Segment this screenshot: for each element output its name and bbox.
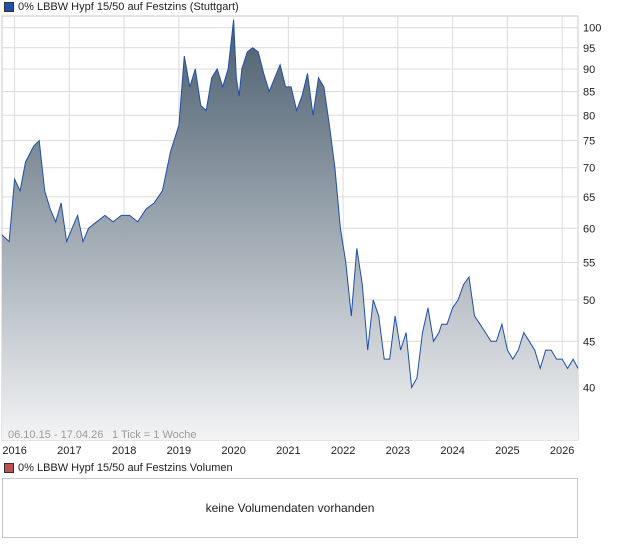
y-tick-label: 65 — [583, 192, 595, 204]
series-line — [1, 19, 579, 390]
y-tick-label: 95 — [583, 43, 595, 55]
x-tick-label: 2018 — [112, 445, 136, 457]
y-tick-label: 100 — [583, 23, 601, 35]
volume-legend-swatch — [4, 463, 14, 473]
y-tick-label: 80 — [583, 110, 595, 122]
y-tick-label: 45 — [583, 336, 595, 348]
volume-panel: keine Volumendaten vorhanden — [2, 478, 578, 538]
price-chart: 40 45 50 55 60 65 70 75 80 85 90 95 100 2016 2017 2018… — [1, 15, 601, 457]
x-tick-label: 2022 — [331, 445, 355, 457]
tick-note-label: 1 Tick = 1 Woche — [112, 429, 196, 441]
volume-legend: 0% LBBW Hypf 15/50 auf Festzins Volumen — [4, 461, 233, 475]
volume-legend-label: 0% LBBW Hypf 15/50 auf Festzins Volumen — [18, 462, 233, 474]
y-tick-label: 90 — [583, 64, 595, 76]
y-tick-label: 55 — [583, 257, 595, 269]
series-area — [2, 19, 578, 441]
x-tick-label: 2017 — [57, 445, 81, 457]
y-tick-label: 70 — [583, 163, 595, 175]
x-tick-label: 2020 — [221, 445, 245, 457]
x-tick-label: 2019 — [167, 445, 191, 457]
y-tick-label: 50 — [583, 295, 595, 307]
date-range-label: 06.10.15 - 17.04.26 — [8, 429, 103, 441]
x-tick-label: 2025 — [495, 445, 519, 457]
y-tick-label: 75 — [583, 136, 595, 148]
y-axis: 40 45 50 55 60 65 70 75 80 85 90 95 100 — [583, 23, 601, 395]
price-legend: 0% LBBW Hypf 15/50 auf Festzins (Stuttga… — [4, 0, 239, 14]
price-legend-swatch — [4, 2, 14, 12]
x-tick-label: 2026 — [550, 445, 574, 457]
x-tick-label: 2021 — [276, 445, 300, 457]
x-axis: 2016 2017 2018 2019 2020 2021 2022 2023 2024 2025… — [2, 445, 574, 457]
price-legend-label: 0% LBBW Hypf 15/50 auf Festzins (Stuttga… — [18, 1, 239, 13]
x-tick-label: 2023 — [386, 445, 410, 457]
x-tick-label: 2024 — [440, 445, 464, 457]
volume-empty-message: keine Volumendaten vorhanden — [205, 501, 375, 515]
y-tick-label: 60 — [583, 223, 595, 235]
y-tick-label: 40 — [583, 383, 595, 395]
y-tick-label: 85 — [583, 86, 595, 98]
x-tick-label: 2016 — [2, 445, 26, 457]
